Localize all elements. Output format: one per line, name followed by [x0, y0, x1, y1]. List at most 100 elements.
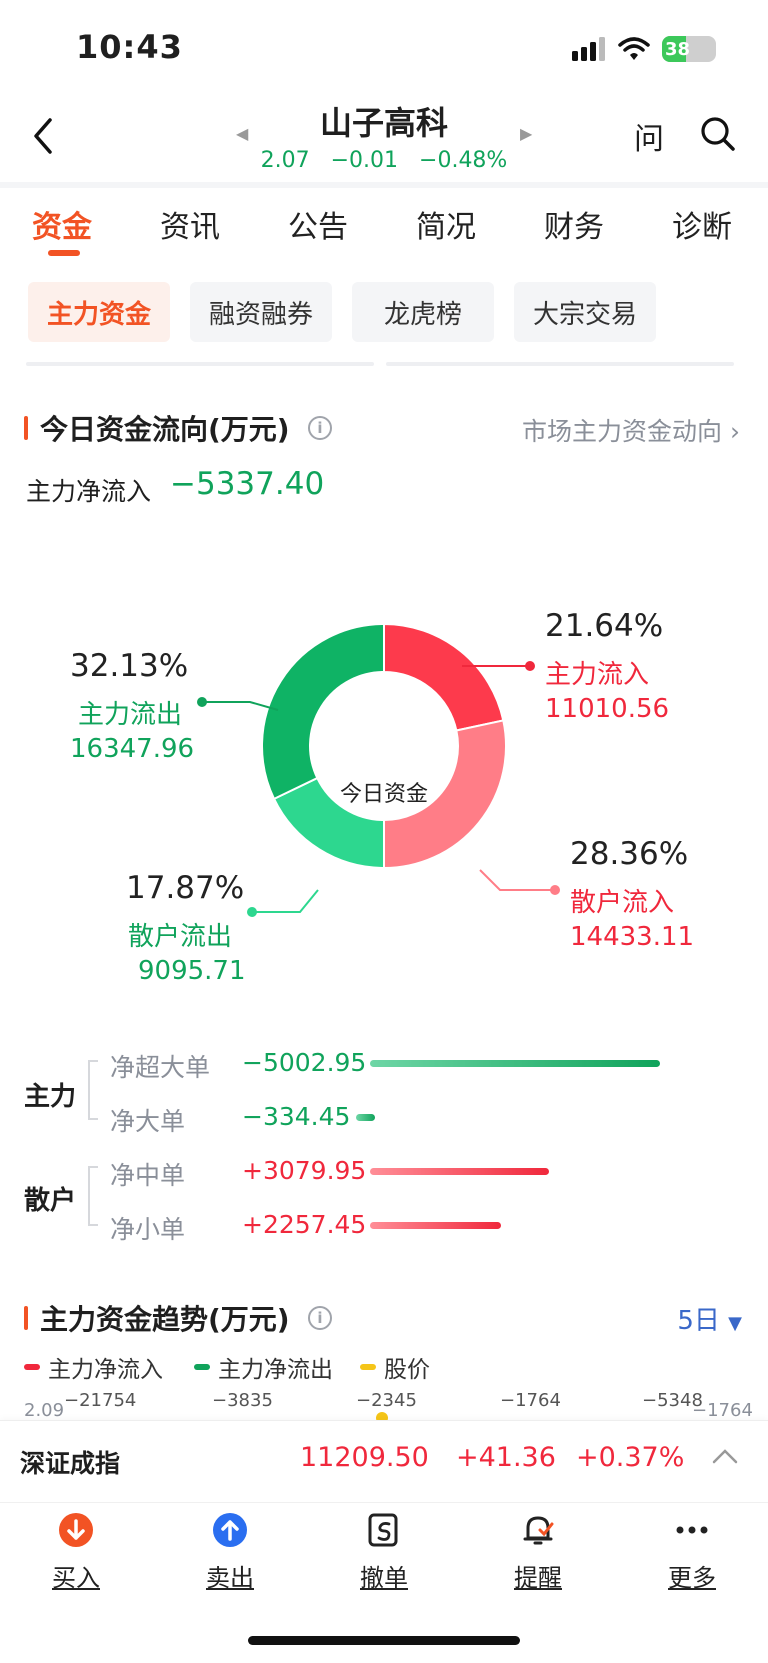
trend-value: −2345: [356, 1390, 417, 1411]
alert-label: 提醒: [514, 1564, 562, 1592]
more-label: 更多: [668, 1564, 716, 1592]
retail-inflow-pct: 28.36%: [570, 836, 689, 872]
header-divider: [0, 182, 768, 188]
section-marker: [24, 1306, 28, 1330]
legend-net-inflow: 主力净流入: [24, 1350, 163, 1384]
today-funds-donut: 今日资金: [197, 622, 560, 917]
price-axis-right-value: 1764: [707, 1400, 753, 1421]
subtab-dragon-tiger[interactable]: 龙虎榜: [352, 282, 494, 342]
ask-button[interactable]: 问: [634, 122, 664, 157]
cancel-order-button[interactable]: 撤单: [334, 1512, 434, 1593]
search-icon[interactable]: [700, 116, 736, 152]
subtab-block-trade[interactable]: 大宗交易: [514, 282, 656, 342]
retail-outflow-value: 9095.71: [138, 956, 246, 986]
trend-value: −21754: [64, 1390, 137, 1411]
order-row-value: −5002.95: [242, 1048, 367, 1077]
legend-price: 股价: [360, 1350, 430, 1384]
home-indicator: [248, 1636, 520, 1645]
retail-group-label: 散户: [24, 1186, 77, 1216]
subtab-scroll-track: [386, 362, 734, 366]
donut-seg-main-outflow: [261, 622, 385, 801]
leader-dot-main-outflow: [197, 697, 207, 707]
trend-value: −5348: [642, 1390, 703, 1411]
main-inflow-value: 11010.56: [545, 694, 670, 724]
tab-profile[interactable]: 简况: [416, 210, 476, 245]
period-select[interactable]: 5日 ▼: [677, 1300, 742, 1337]
leader-dot-retail-inflow: [550, 885, 560, 895]
net-inflow-label: 主力净流入: [26, 477, 152, 506]
legend-net-outflow: 主力净流出: [194, 1350, 333, 1384]
main-inflow-label: 主力流入: [545, 660, 650, 690]
info-icon[interactable]: i: [308, 1306, 332, 1330]
index-price: 11209.50: [300, 1442, 429, 1473]
legend-net-inflow-label: 主力净流入: [48, 1357, 163, 1383]
tab-news[interactable]: 资讯: [160, 210, 220, 245]
tab-finance[interactable]: 财务: [544, 210, 604, 245]
order-row-value: +2257.45: [242, 1210, 367, 1239]
subtab-margin[interactable]: 融资融券: [190, 282, 332, 342]
status-icons: 38: [572, 36, 716, 62]
index-change-pct: +0.37%: [576, 1442, 685, 1473]
stock-title: 山子高科: [319, 104, 448, 142]
retail-inflow-value: 14433.11: [570, 922, 695, 952]
trend-value: −1764: [500, 1390, 561, 1411]
sell-icon: [212, 1512, 248, 1548]
donut-seg-main-inflow: [383, 622, 505, 732]
prev-stock-icon[interactable]: ◀: [236, 124, 249, 143]
leader-dot-retail-outflow: [247, 907, 257, 917]
sell-label: 卖出: [206, 1564, 254, 1592]
main-inflow-pct: 21.64%: [545, 608, 664, 644]
next-stock-icon[interactable]: ▶: [520, 124, 533, 143]
order-row-label: 净超大单: [110, 1053, 211, 1082]
tab-funds[interactable]: 资金: [32, 210, 92, 245]
leader-retail-outflow: [252, 889, 319, 913]
subtab-main-funds[interactable]: 主力资金: [28, 282, 170, 342]
market-flow-link-label: 市场主力资金动向: [522, 417, 723, 446]
leader-main-outflow: [202, 701, 279, 711]
cancel-order-label: 撤单: [360, 1564, 408, 1592]
order-bar-medium: [370, 1168, 549, 1175]
chevron-up-icon[interactable]: [712, 1448, 738, 1464]
order-row-value: +3079.95: [242, 1156, 367, 1185]
order-bar-large: [356, 1114, 375, 1121]
info-icon[interactable]: i: [308, 416, 332, 440]
quote-line: 2.07 −0.01 −0.48%: [0, 148, 768, 173]
tab-announcements[interactable]: 公告: [288, 210, 348, 245]
signal-icon: [572, 37, 605, 61]
legend-net-outflow-label: 主力净流出: [218, 1357, 333, 1383]
tab-diagnosis[interactable]: 诊断: [672, 210, 732, 245]
index-bar[interactable]: [0, 1420, 768, 1502]
price-axis-right: −1764: [692, 1400, 753, 1421]
retail-outflow-label: 散户流出: [128, 922, 233, 952]
period-select-label: 5日: [677, 1306, 720, 1336]
main-bracket: [88, 1060, 98, 1120]
market-flow-link[interactable]: 市场主力资金动向 ›: [522, 412, 740, 448]
back-icon[interactable]: [28, 116, 58, 156]
today-flow-title: 今日资金流向(万元): [40, 413, 290, 446]
buy-button[interactable]: 买入: [26, 1512, 126, 1593]
trend-title: 主力资金趋势(万元): [40, 1303, 290, 1336]
sell-button[interactable]: 卖出: [180, 1512, 280, 1593]
buy-icon: [58, 1512, 94, 1548]
chevron-right-icon: ›: [730, 417, 740, 446]
alert-button[interactable]: 提醒: [488, 1512, 588, 1593]
wifi-icon: [618, 37, 650, 60]
order-row-label: 净大单: [110, 1107, 186, 1136]
main-outflow-pct: 32.13%: [70, 648, 189, 684]
order-bar-small: [370, 1222, 501, 1229]
donut-seg-retail-inflow: [383, 719, 507, 870]
main-outflow-value: 16347.96: [70, 734, 195, 764]
battery-icon: 38: [662, 36, 716, 62]
more-icon: [674, 1512, 710, 1548]
legend-price-label: 股价: [384, 1357, 430, 1383]
more-button[interactable]: 更多: [642, 1512, 742, 1593]
trend-value: −3835: [212, 1390, 273, 1411]
order-bar-super-large: [370, 1060, 660, 1067]
status-time: 10:43: [76, 28, 183, 66]
section-marker: [24, 416, 28, 440]
retail-outflow-pct: 17.87%: [126, 870, 245, 906]
leader-retail-inflow: [479, 869, 555, 891]
price-axis-left: 2.09: [24, 1400, 65, 1421]
order-row-value: −334.45: [242, 1102, 351, 1131]
order-row-label: 净中单: [110, 1161, 186, 1190]
